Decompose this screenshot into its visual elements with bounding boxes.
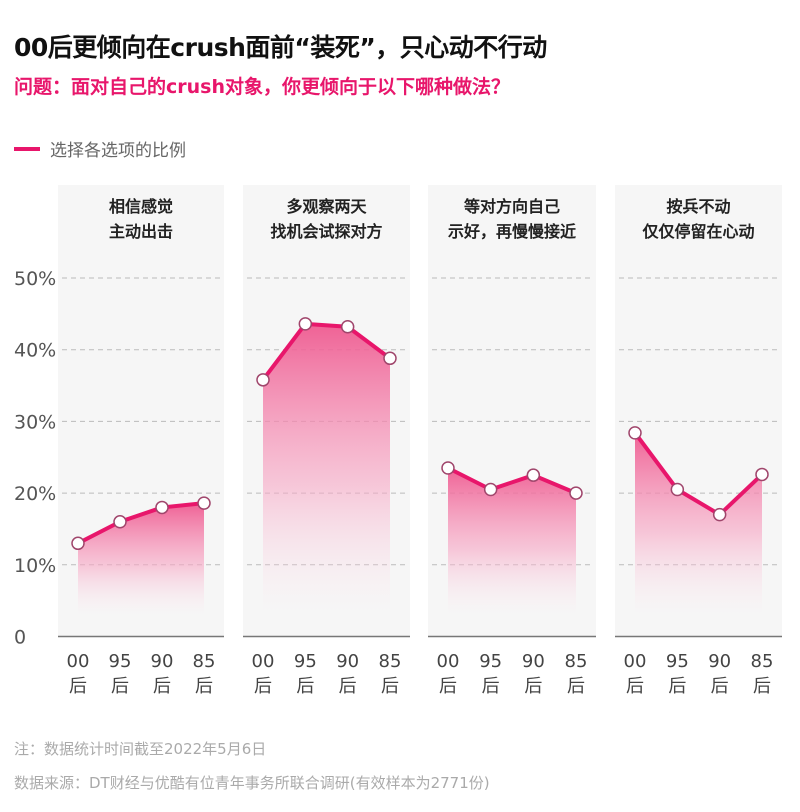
x-tick-label: 后 (439, 676, 457, 697)
data-point (197, 496, 211, 510)
data-point (441, 461, 455, 475)
x-tick-label: 后 (153, 676, 171, 697)
data-point (670, 482, 685, 497)
data-point (256, 373, 270, 387)
data-point (383, 351, 397, 366)
area-fill (448, 468, 576, 617)
x-tick-label: 85 (379, 651, 402, 672)
x-tick-label: 后 (111, 676, 129, 697)
x-tick-label: 95 (479, 651, 502, 672)
legend-swatch (14, 146, 40, 151)
series-line (261, 321, 392, 382)
x-tick-label: 后 (296, 676, 314, 697)
chart-title: 00后更倾向在crush面前“装死”，只心动不行动 (14, 33, 547, 62)
x-tick-label: 85 (565, 651, 588, 672)
data-point (628, 426, 642, 440)
x-tick-label: 后 (753, 676, 771, 697)
series-line (633, 431, 764, 517)
y-tick-label: 20% (14, 483, 56, 505)
data-point (569, 486, 583, 500)
area-fill (635, 432, 762, 617)
legend: 选择各选项的比例 (14, 136, 186, 161)
y-tick-label: 50% (14, 268, 56, 290)
x-tick-label: 后 (668, 676, 686, 697)
series-line (77, 501, 205, 546)
chart-subtitle: 问题：面对自己的crush对象，你更倾向于以下哪种做法？ (14, 76, 510, 98)
panel-title: 多观察两天 (286, 197, 367, 216)
panel-title: 按兵不动 (666, 197, 730, 216)
x-tick-label: 00 (624, 651, 647, 672)
x-tick-label: 后 (254, 676, 272, 697)
x-tick-label: 00 (252, 651, 275, 672)
panel-title: 等对方向自己 (463, 197, 560, 216)
data-point (340, 320, 355, 334)
panel-title: 相信感觉 (109, 197, 173, 216)
x-tick-label: 后 (69, 676, 87, 697)
panel-title: 示好，再慢慢接近 (448, 222, 576, 241)
data-point (712, 507, 727, 522)
x-tick-label: 00 (437, 651, 460, 672)
panel-title: 仅仅停留在心动 (641, 222, 754, 241)
legend-label: 选择各选项的比例 (50, 141, 186, 161)
x-tick-label: 85 (193, 651, 216, 672)
y-tick-label: 0 (14, 627, 26, 649)
x-tick-label: 后 (567, 676, 585, 697)
y-tick-label: 30% (14, 411, 56, 433)
x-tick-label: 90 (336, 651, 359, 672)
x-tick-label: 00 (67, 651, 90, 672)
data-point (113, 515, 127, 529)
panel-title: 主动出击 (109, 222, 173, 241)
data-point (298, 317, 313, 331)
footnote: 注：数据统计时间截至2022年5月6日 (14, 740, 267, 758)
x-tick-label: 95 (666, 651, 689, 672)
x-tick-label: 后 (482, 676, 500, 697)
x-tick-label: 95 (294, 651, 317, 672)
x-tick-label: 后 (381, 676, 399, 697)
y-tick-label: 40% (14, 340, 56, 362)
area-fill (263, 323, 390, 617)
panel-title: 找机会试探对方 (270, 222, 382, 241)
x-tick-label: 后 (524, 676, 542, 697)
x-tick-label: 95 (109, 651, 132, 672)
data-point (483, 482, 498, 497)
series-line (447, 466, 577, 495)
data-point (71, 536, 85, 551)
x-tick-label: 90 (151, 651, 174, 672)
x-tick-label: 85 (751, 651, 774, 672)
x-tick-label: 后 (195, 676, 213, 697)
data-point (755, 467, 769, 482)
y-tick-label: 10% (14, 555, 56, 577)
x-tick-label: 后 (339, 676, 357, 697)
x-tick-label: 后 (626, 676, 644, 697)
data-point (526, 468, 541, 482)
x-tick-label: 90 (522, 651, 545, 672)
x-tick-label: 后 (711, 676, 729, 697)
x-tick-label: 90 (708, 651, 731, 672)
source-note: 数据来源：DT财经与优酷有位青年事务所联合调研(有效样本为2771份) (14, 774, 490, 792)
data-point (155, 500, 169, 515)
area-fill (78, 503, 204, 617)
